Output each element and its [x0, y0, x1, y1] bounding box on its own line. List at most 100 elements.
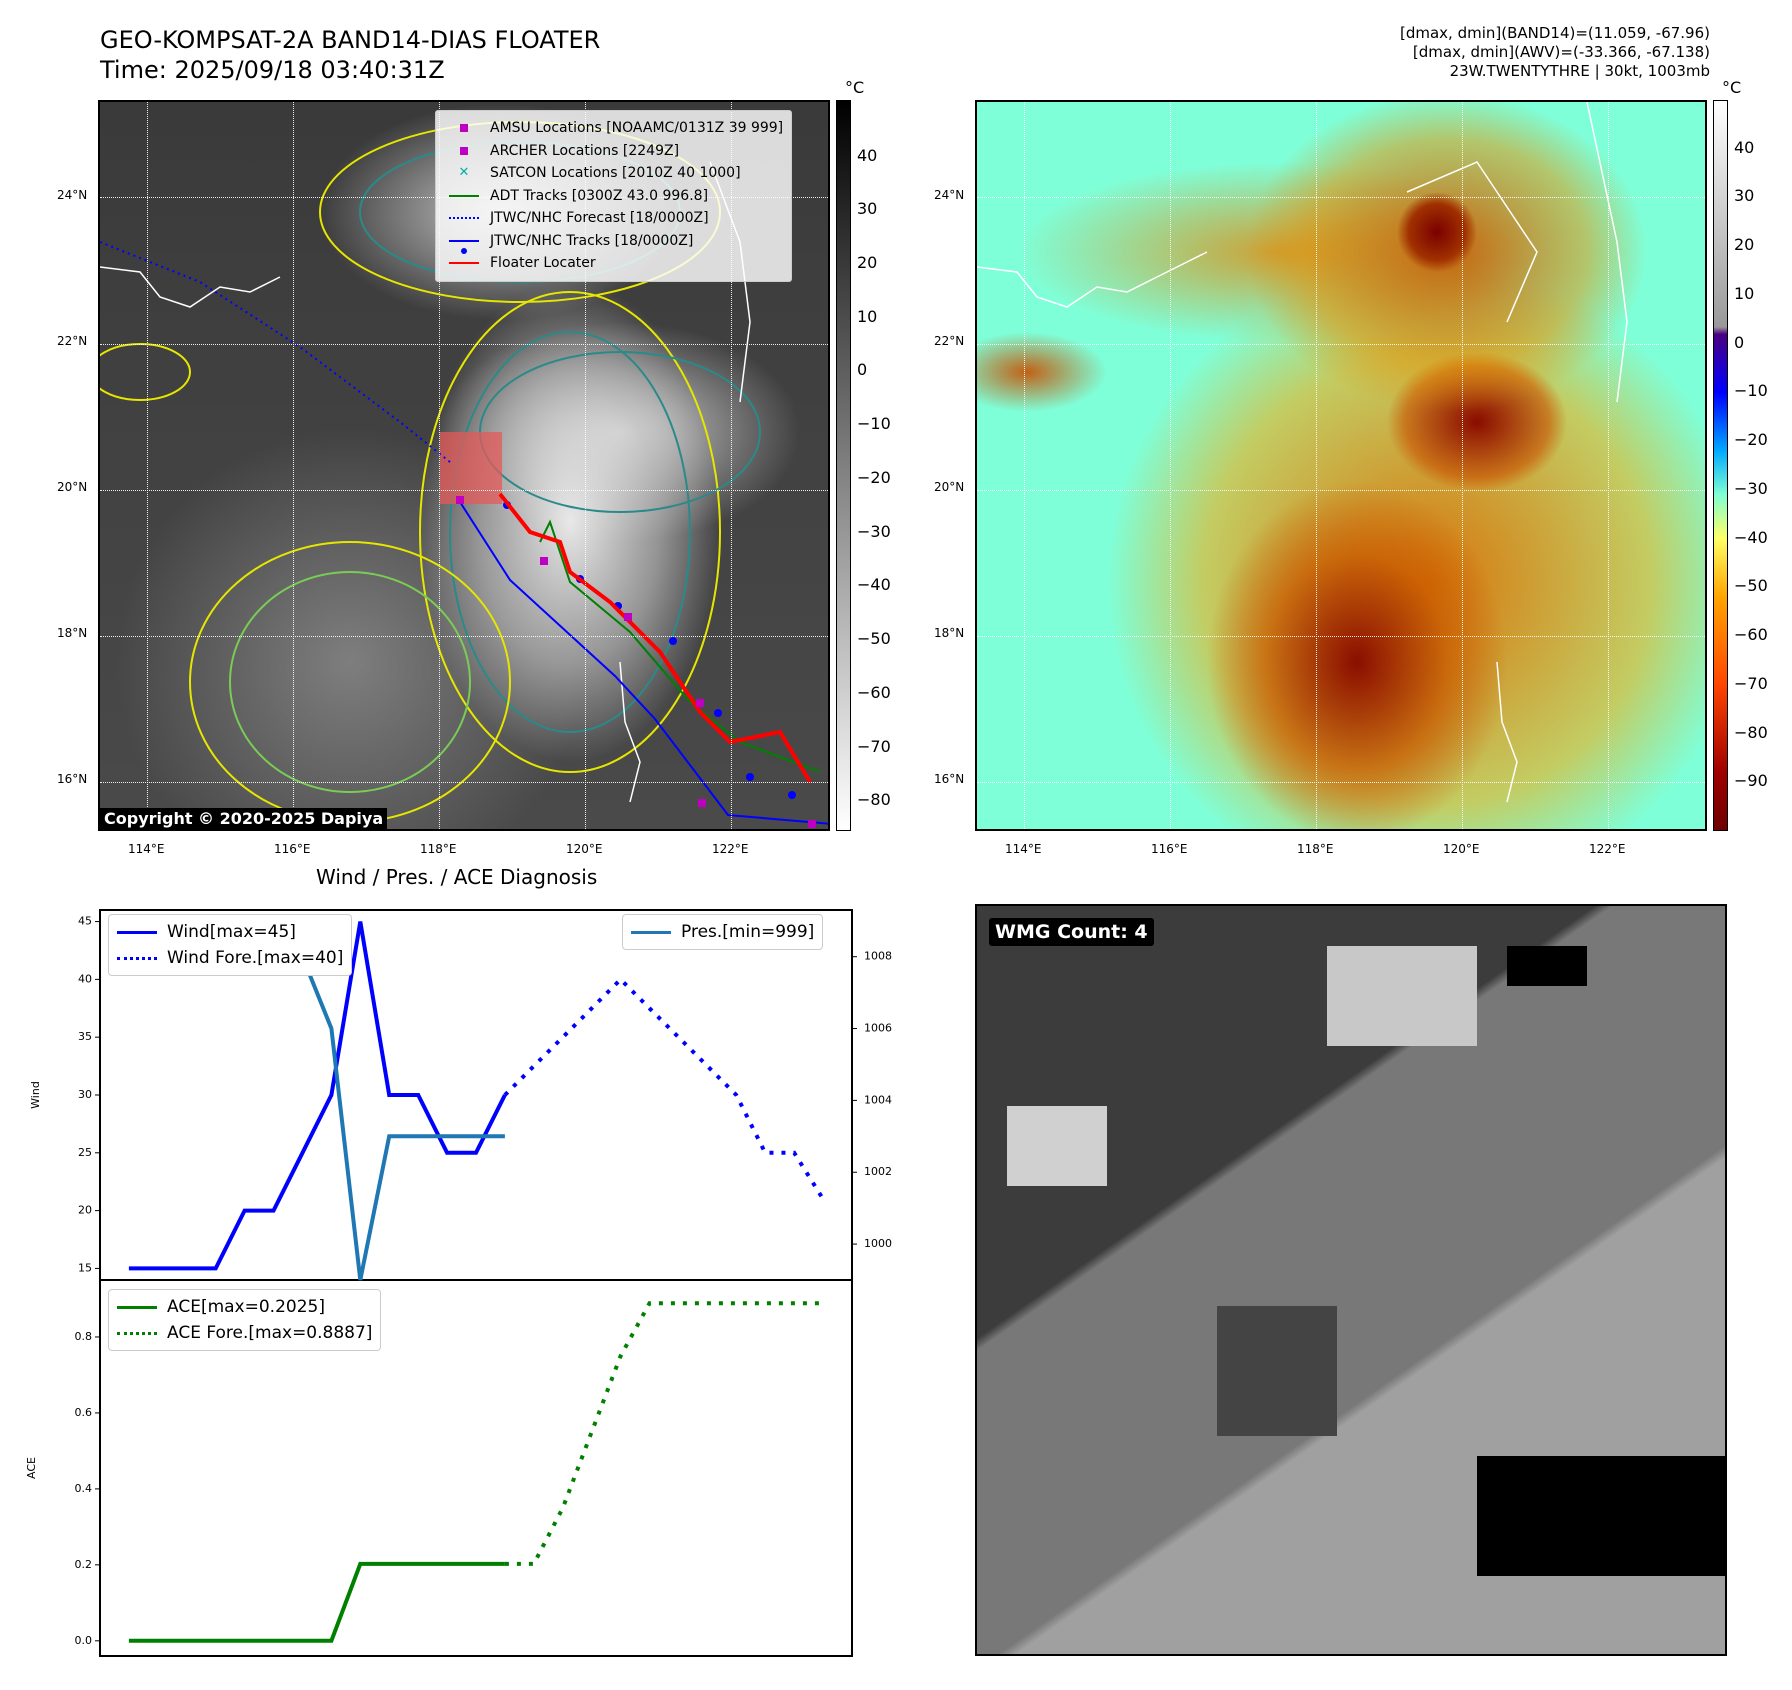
pressure-ytick-label: 1000 — [864, 1237, 892, 1250]
storm-info-text: 23W.TWENTYTHRE | 30kt, 1003mb — [1449, 62, 1710, 80]
colorbar-tick: −70 — [1734, 673, 1768, 693]
wind-ytick-label: 35 — [78, 1030, 92, 1043]
pressure-ytick-label: 1004 — [864, 1093, 892, 1106]
ace-axis-label: ACE — [25, 1457, 38, 1479]
legend-item: Pres.[min=999] — [631, 919, 814, 945]
gridline-lat — [977, 197, 1705, 198]
legend-item: ACE[max=0.2025] — [117, 1294, 372, 1320]
gridline-lon — [147, 102, 148, 829]
lat-tick: 18°N — [934, 626, 965, 640]
colorbar-tick: −40 — [857, 575, 891, 595]
pressure-ytick-label: 1006 — [864, 1022, 892, 1035]
colorbar-tick: −60 — [1734, 625, 1768, 645]
diagnosis-chart: 15 20 25 30 35 40 45 1000 1002 1004 1006 1008 0.0 0.2… — [25, 909, 892, 1657]
lat-tick: 20°N — [57, 480, 88, 494]
colorbar-tick: −20 — [857, 467, 891, 487]
chart-time: Time: 2025/09/18 03:40:31Z — [100, 56, 445, 84]
ace-ytick-label: 0.4 — [75, 1482, 93, 1495]
wind-ytick-label: 25 — [78, 1146, 92, 1159]
legend-item: JTWC/NHC Forecast [18/0000Z] — [444, 207, 783, 230]
gridline-lat — [100, 636, 828, 637]
wind-axis-label: Wind — [29, 1081, 42, 1109]
colorbar-left — [836, 100, 851, 831]
legend-item: JTWC/NHC Tracks [18/0000Z] — [444, 230, 783, 254]
gridline-lon — [439, 102, 440, 829]
lat-tick: 18°N — [57, 626, 88, 640]
awv-map-panel — [975, 100, 1707, 831]
pressure-ytick-label: 1002 — [864, 1165, 892, 1178]
colorbar-tick: 0 — [1734, 332, 1745, 352]
awv-range-text: [dmax, dmin](AWV)=(-33.366, -67.138) — [1412, 43, 1710, 61]
legend-item: ACE Fore.[max=0.8887] — [117, 1320, 372, 1346]
pressure-legend: Pres.[min=999] — [622, 914, 824, 950]
awv-coastline — [977, 102, 1628, 803]
colorbar-tick: 20 — [857, 253, 878, 272]
colorbar-tick: −50 — [857, 629, 891, 649]
gridline-lon — [1462, 102, 1463, 829]
map-legend: AMSU Locations [NOAAMC/0131Z 39 999] ARC… — [435, 110, 793, 282]
colorbar-tick: −30 — [857, 521, 891, 541]
gridline-lon — [1316, 102, 1317, 829]
lat-tick: 22°N — [934, 334, 965, 348]
lon-tick: 116°E — [1151, 842, 1188, 856]
lon-tick: 120°E — [1443, 842, 1480, 856]
gridline-lon — [293, 102, 294, 829]
gridline-lon — [1024, 102, 1025, 829]
wmg-panel: WMG Count: 4 — [975, 904, 1727, 1656]
gridline-lon — [1608, 102, 1609, 829]
colorbar-right — [1713, 100, 1728, 831]
lat-tick: 16°N — [57, 772, 88, 786]
colorbar-tick: −90 — [1734, 771, 1768, 791]
gridline-lat — [977, 490, 1705, 491]
legend-item: ADT Tracks [0300Z 43.0 996.8] — [444, 185, 783, 208]
gridline-lon — [585, 102, 586, 829]
gridline-lon — [731, 102, 732, 829]
colorbar-tick: −70 — [857, 736, 891, 756]
gridline-lat — [100, 344, 828, 345]
lon-tick: 114°E — [1005, 842, 1042, 856]
colorbar-tick: −20 — [1734, 430, 1768, 450]
legend-item: Wind[max=45] — [117, 919, 343, 945]
wind-ytick-label: 30 — [78, 1088, 92, 1101]
diagnosis-title: Wind / Pres. / ACE Diagnosis — [316, 865, 598, 889]
lat-tick: 16°N — [934, 772, 965, 786]
gridline-lat — [977, 344, 1705, 345]
colorbar-tick: −60 — [857, 682, 891, 702]
colorbar-tick: 0 — [857, 360, 868, 380]
wmg-count-badge: WMG Count: 4 — [989, 918, 1154, 946]
colorbar-tick: −40 — [1734, 527, 1768, 547]
legend-item: ARCHER Locations [2249Z] — [444, 140, 783, 163]
wind-forecast-line — [503, 976, 825, 1201]
lon-tick: 118°E — [1297, 842, 1334, 856]
lon-tick: 120°E — [566, 842, 603, 856]
legend-item: Wind Fore.[max=40] — [117, 945, 343, 971]
legend-item: AMSU Locations [NOAAMC/0131Z 39 999] — [444, 117, 783, 140]
lon-tick: 118°E — [420, 842, 457, 856]
gridline-lon — [1170, 102, 1171, 829]
ace-legend: ACE[max=0.2025] ACE Fore.[max=0.8887] — [108, 1289, 382, 1351]
wind-legend: Wind[max=45] Wind Fore.[max=40] — [108, 914, 353, 976]
lat-tick: 22°N — [57, 334, 88, 348]
ace-ytick-label: 0.0 — [75, 1634, 93, 1647]
lat-tick: 24°N — [934, 188, 965, 202]
lon-tick: 116°E — [274, 842, 311, 856]
lon-tick: 122°E — [1589, 842, 1626, 856]
colorbar-tick: 30 — [1734, 186, 1755, 206]
ir-map-panel: AMSU Locations [NOAAMC/0131Z 39 999] ARC… — [98, 100, 830, 831]
colorbar-tick: 10 — [1734, 283, 1755, 303]
lat-tick: 20°N — [934, 480, 965, 494]
ace-ytick-label: 0.6 — [75, 1406, 93, 1419]
colorbar-tick: 40 — [1734, 137, 1755, 157]
legend-item: Floater Locater — [444, 252, 783, 275]
colorbar-tick: −50 — [1734, 576, 1768, 596]
lat-tick: 24°N — [57, 188, 88, 202]
wind-ytick-label: 15 — [78, 1261, 92, 1274]
pressure-ytick-label: 1008 — [864, 950, 892, 963]
ace-ytick-label: 0.8 — [75, 1330, 93, 1343]
colorbar-tick: 30 — [857, 199, 878, 219]
ace-line — [128, 1561, 505, 1643]
gridline-lat — [977, 636, 1705, 637]
gridline-lat — [100, 782, 828, 783]
wind-line — [128, 921, 507, 1271]
colorbar-tick: −30 — [1734, 478, 1768, 498]
